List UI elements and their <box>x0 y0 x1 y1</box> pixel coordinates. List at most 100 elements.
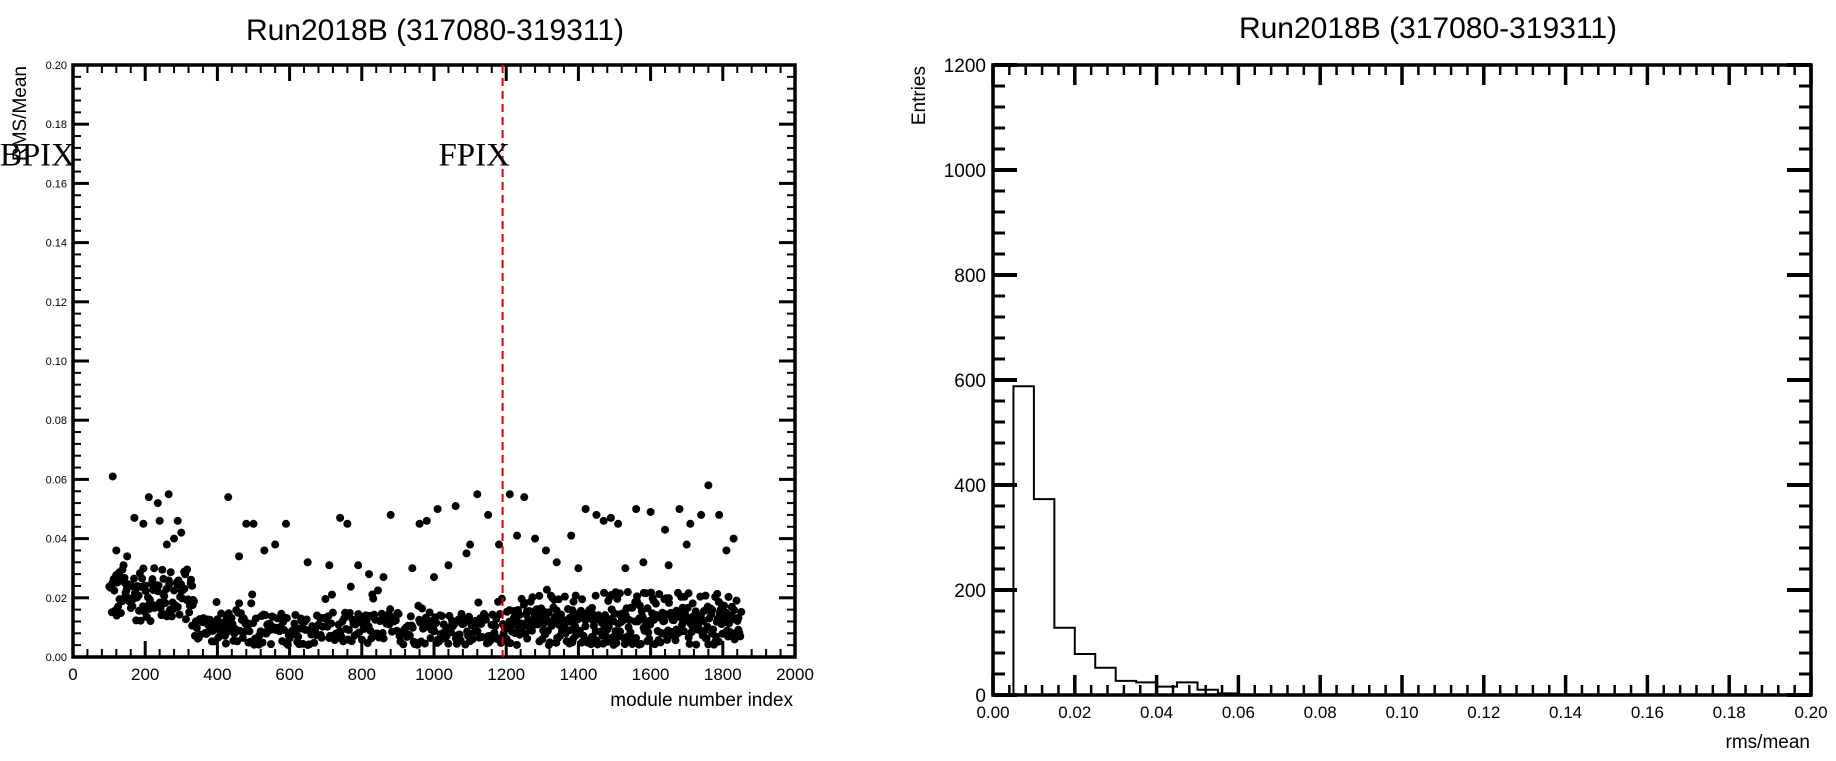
scatter-point <box>128 602 137 611</box>
scatter-point <box>701 591 710 600</box>
scatter-point <box>394 610 403 619</box>
scatter-point <box>581 622 590 631</box>
scatter-point <box>406 612 415 621</box>
scatter-point <box>578 595 587 604</box>
scatter-y-tick-label: 0.02 <box>46 593 67 605</box>
scatter-point <box>271 540 280 549</box>
scatter-point <box>369 594 378 603</box>
scatter-point <box>729 534 738 543</box>
scatter-point <box>170 586 179 595</box>
scatter-point <box>258 638 267 647</box>
scatter-point <box>112 546 121 555</box>
histogram-y-tick-labels: 0 200 400 600 800 1000 1200 <box>944 56 986 707</box>
scatter-point <box>484 510 493 519</box>
scatter-point <box>554 595 563 604</box>
scatter-point <box>447 628 456 637</box>
scatter-point <box>430 627 439 636</box>
scatter-point <box>569 597 578 606</box>
scatter-point <box>704 481 713 490</box>
scatter-point <box>162 540 171 549</box>
histogram-y-tick-label: 1200 <box>944 56 986 77</box>
scatter-point <box>134 591 143 600</box>
scatter-point <box>722 608 731 617</box>
scatter-point <box>379 573 388 582</box>
scatter-point <box>704 640 713 649</box>
scatter-point <box>639 558 648 567</box>
scatter-point <box>282 614 291 623</box>
scatter-point <box>354 561 363 570</box>
scatter-point <box>280 625 289 634</box>
scatter-point <box>466 540 475 549</box>
scatter-y-tick-label: 0.00 <box>46 652 67 664</box>
scatter-point <box>552 606 561 615</box>
scatter-point <box>432 618 441 627</box>
scatter-point <box>373 586 382 595</box>
scatter-point <box>730 606 739 615</box>
histogram-x-tick-label: 0.20 <box>1794 703 1827 722</box>
scatter-point <box>691 607 700 616</box>
scatter-point <box>303 558 312 567</box>
scatter-point <box>415 519 424 528</box>
scatter-point <box>724 592 733 601</box>
scatter-x-axis-label: module number index <box>610 690 793 711</box>
histogram-ticks <box>991 63 1813 697</box>
scatter-x-tick-labels: 0 200 400 600 800 1000 1200 1400 1600 1800 2000 <box>68 665 814 684</box>
scatter-point <box>679 627 688 636</box>
scatter-point <box>692 640 701 649</box>
scatter-point <box>675 505 684 513</box>
scatter-ticks <box>71 63 797 659</box>
scatter-point <box>714 637 723 646</box>
scatter-point <box>129 574 138 583</box>
scatter-point <box>612 638 621 647</box>
scatter-point <box>158 565 167 574</box>
scatter-point <box>661 525 670 534</box>
fpix-label: FPIX <box>438 138 510 174</box>
scatter-point <box>437 612 446 621</box>
scatter-point <box>574 564 583 573</box>
histogram-bin <box>1095 668 1115 695</box>
scatter-point <box>188 581 197 590</box>
scatter-y-tick-label: 0.04 <box>46 534 67 546</box>
scatter-y-tick-label: 0.18 <box>46 119 67 131</box>
scatter-point <box>722 546 731 555</box>
scatter-point <box>139 564 148 573</box>
scatter-point <box>558 615 567 624</box>
histogram-bin <box>1177 682 1197 695</box>
scatter-point <box>709 625 718 634</box>
scatter-point <box>528 593 537 602</box>
scatter-point <box>181 615 190 624</box>
scatter-point <box>344 625 353 634</box>
scatter-point <box>386 510 395 519</box>
scatter-point <box>170 534 179 543</box>
scatter-x-tick-label: 1400 <box>559 665 597 684</box>
scatter-point <box>422 516 431 525</box>
scatter-point <box>221 639 230 648</box>
scatter-point <box>633 597 642 606</box>
scatter-point <box>506 639 515 648</box>
scatter-point <box>283 640 292 649</box>
scatter-y-tick-label: 0.16 <box>46 178 67 190</box>
scatter-point <box>644 628 653 637</box>
scatter-point <box>430 573 438 582</box>
scatter-point <box>604 622 613 631</box>
histogram-x-tick-label: 0.16 <box>1631 703 1664 722</box>
scatter-point <box>600 588 609 597</box>
scatter-point <box>148 575 157 584</box>
scatter-point <box>242 519 251 528</box>
histogram-bin <box>1054 628 1074 695</box>
scatter-point <box>568 606 577 615</box>
scatter-point <box>281 519 290 528</box>
scatter-point <box>474 598 483 607</box>
scatter-point <box>686 519 695 528</box>
scatter-point <box>136 616 145 625</box>
scatter-point <box>183 565 192 574</box>
scatter-point <box>321 595 330 604</box>
scatter-point <box>425 608 434 617</box>
scatter-point <box>468 635 477 644</box>
scatter-point <box>327 590 336 599</box>
histogram-y-tick-label: 0 <box>975 686 986 707</box>
scatter-point <box>405 631 414 640</box>
scatter-point <box>235 552 244 561</box>
scatter-point <box>565 613 574 622</box>
scatter-point <box>577 638 586 647</box>
